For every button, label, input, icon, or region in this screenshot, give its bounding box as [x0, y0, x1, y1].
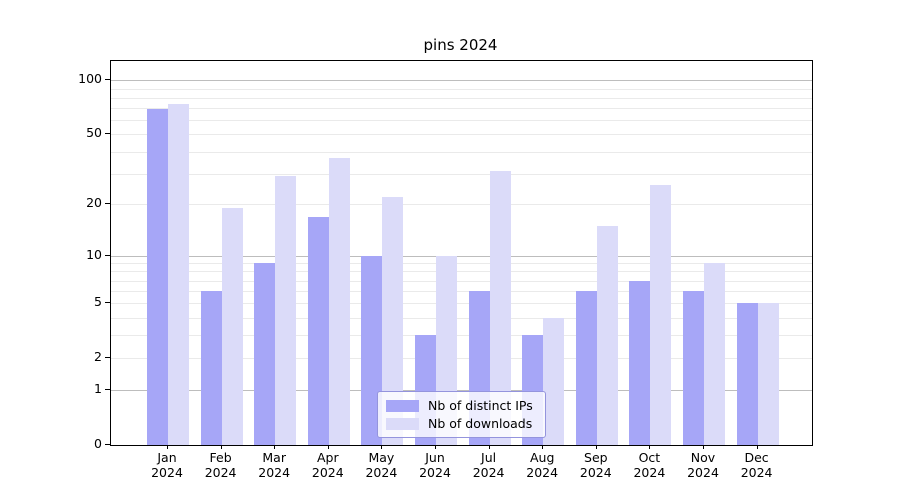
- x-tick-mark: [649, 445, 651, 449]
- x-tick-label: Jul 2024: [472, 450, 505, 480]
- gridline-major: [111, 390, 812, 392]
- y-tick-label: 2: [94, 349, 102, 365]
- legend-swatch-distinct-ips: [386, 399, 419, 412]
- gridline-minor: [111, 120, 812, 122]
- legend-label: Nb of downloads: [428, 416, 533, 431]
- bar-downloads: [382, 197, 404, 445]
- y-tick-mark: [105, 133, 110, 135]
- bar-distinct-ips: [307, 216, 329, 445]
- bar-downloads: [543, 317, 565, 445]
- gridline-minor: [111, 303, 812, 305]
- y-tick-label: 0: [94, 436, 102, 451]
- gridline-minor: [111, 134, 812, 136]
- x-tick-label: Dec 2024: [740, 450, 773, 480]
- x-tick-label: Jan 2024: [151, 450, 183, 480]
- y-tick-label: 1: [94, 381, 102, 397]
- y-tick-mark: [105, 389, 110, 391]
- y-tick-mark: [105, 357, 110, 359]
- y-tick-mark: [105, 203, 110, 205]
- y-tick-mark: [105, 302, 110, 304]
- gridline-minor: [111, 263, 812, 265]
- bar-distinct-ips: [254, 263, 276, 445]
- x-tick-label: Mar 2024: [258, 450, 291, 480]
- gridline-minor: [111, 88, 812, 90]
- x-tick-mark: [703, 445, 704, 449]
- gridline-minor: [111, 317, 812, 319]
- y-tick-label: 5: [94, 294, 102, 310]
- gridline-minor: [111, 291, 812, 293]
- bar-distinct-ips: [683, 291, 704, 445]
- gridline-minor: [111, 358, 812, 360]
- x-tick-label: Apr 2024: [311, 450, 344, 480]
- bar-downloads: [221, 208, 243, 445]
- bar-distinct-ips: [629, 280, 651, 445]
- bar-downloads: [328, 157, 350, 445]
- bar-downloads: [650, 184, 672, 445]
- x-tick-label: May 2024: [365, 450, 398, 480]
- gridline-minor: [111, 173, 812, 175]
- x-tick-mark: [542, 445, 544, 449]
- y-tick-mark: [105, 444, 110, 445]
- x-tick-mark: [381, 445, 383, 449]
- legend-row: Nb of distinct IPs: [386, 398, 537, 413]
- bar-downloads: [489, 171, 511, 445]
- y-tick-label: 50: [86, 125, 102, 141]
- gridline-minor: [111, 151, 812, 153]
- x-tick-label: Nov 2024: [687, 450, 719, 480]
- x-tick-mark: [167, 445, 168, 449]
- plot-area: [110, 60, 813, 446]
- x-tick-mark: [327, 445, 329, 449]
- x-tick-label: Feb 2024: [204, 450, 237, 480]
- bar-distinct-ips: [147, 109, 168, 445]
- bar-distinct-ips: [200, 291, 222, 445]
- x-tick-mark: [274, 445, 276, 449]
- y-tick-label: 100: [78, 71, 102, 87]
- bar-downloads: [596, 225, 618, 445]
- gridline-minor: [111, 335, 812, 337]
- x-tick-mark: [488, 445, 490, 449]
- bar-downloads: [275, 176, 297, 445]
- y-tick-mark: [105, 79, 110, 81]
- legend-row: Nb of downloads: [386, 416, 537, 431]
- legend: Nb of distinct IPs Nb of downloads: [377, 391, 546, 438]
- bar-downloads: [168, 103, 189, 445]
- gridline-minor: [111, 204, 812, 206]
- gridline-major: [111, 80, 812, 82]
- x-tick-mark: [595, 445, 597, 449]
- bar-downloads: [757, 303, 779, 445]
- chart-title: pins 2024: [423, 36, 498, 54]
- legend-label: Nb of distinct IPs: [428, 398, 533, 413]
- x-tick-mark: [756, 445, 758, 449]
- legend-swatch-downloads: [386, 417, 419, 430]
- x-tick-label: Jun 2024: [419, 450, 451, 480]
- gridline-minor: [111, 280, 812, 282]
- gridline-major: [111, 255, 812, 257]
- gridline-minor: [111, 271, 812, 273]
- gridline-minor: [111, 97, 812, 99]
- x-tick-mark: [220, 445, 222, 449]
- x-tick-label: Oct 2024: [633, 450, 666, 480]
- y-tick-mark: [105, 254, 110, 256]
- x-tick-label: Aug 2024: [526, 450, 559, 480]
- bar-distinct-ips: [736, 303, 758, 445]
- y-tick-label: 20: [86, 195, 102, 211]
- bar-distinct-ips: [575, 291, 597, 445]
- gridline-minor: [111, 108, 812, 110]
- x-tick-mark: [435, 445, 436, 449]
- y-tick-label: 10: [86, 246, 102, 262]
- x-tick-label: Sep 2024: [579, 450, 612, 480]
- bar-downloads: [704, 263, 725, 445]
